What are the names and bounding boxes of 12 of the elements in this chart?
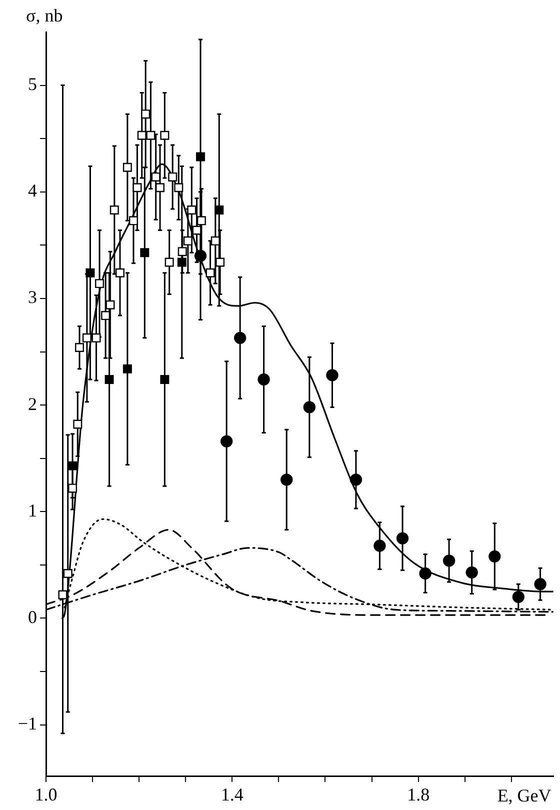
y-tick-label: 1 — [28, 500, 37, 520]
x-tick-label: 1.4 — [220, 784, 244, 805]
y-tick-label: 0 — [28, 606, 37, 627]
y-tick-label: −1 — [18, 714, 37, 734]
y-axis-title: σ, nb — [26, 6, 63, 26]
x-tick-label: 1.0 — [34, 784, 58, 805]
x-axis-title: E, GeV — [497, 786, 552, 806]
y-tick-label: 2 — [28, 394, 37, 414]
y-tick-label: 3 — [28, 287, 37, 308]
x-tick-label: 1.8 — [407, 784, 430, 805]
y-tick-label: 5 — [28, 74, 37, 94]
y-tick-label: 4 — [28, 180, 37, 201]
